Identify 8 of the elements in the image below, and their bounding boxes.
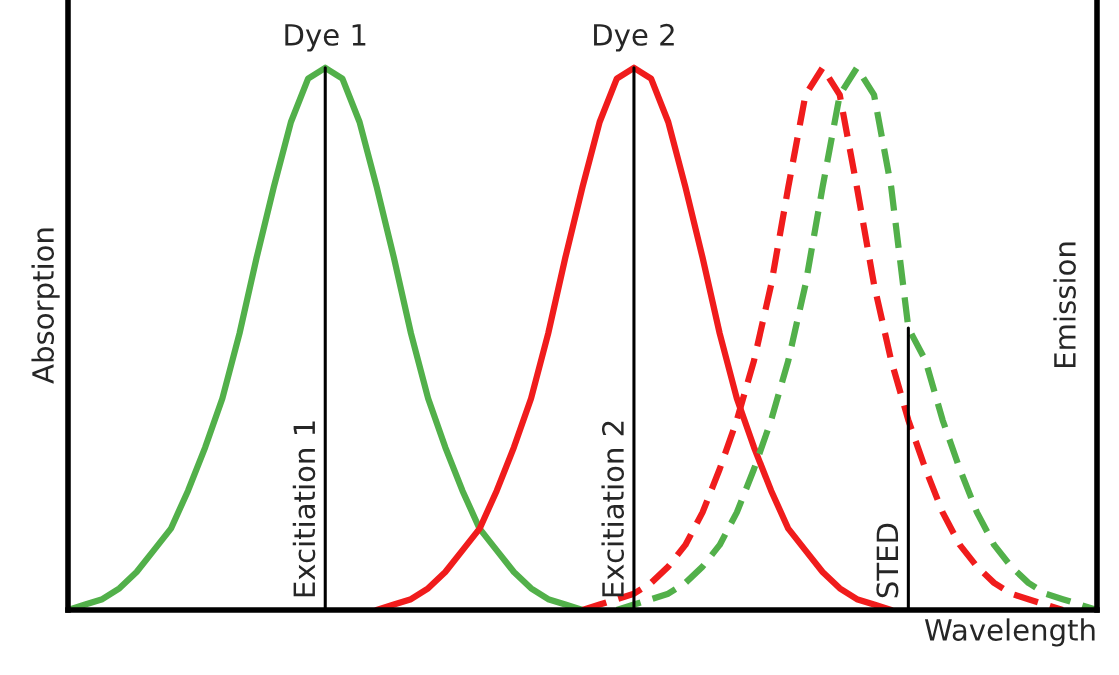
y2-axis-title: Emission	[1053, 242, 1076, 368]
annotation: Excitiation 2	[601, 421, 625, 597]
x-axis-title: Wavelength	[924, 618, 1095, 647]
text: Dye 2	[594, 23, 674, 52]
text: Dye 1	[285, 24, 366, 52]
annotation: STED	[876, 523, 899, 598]
annotation: Excitiation 1	[292, 421, 316, 597]
y-axis-title: Absorption	[31, 228, 60, 384]
